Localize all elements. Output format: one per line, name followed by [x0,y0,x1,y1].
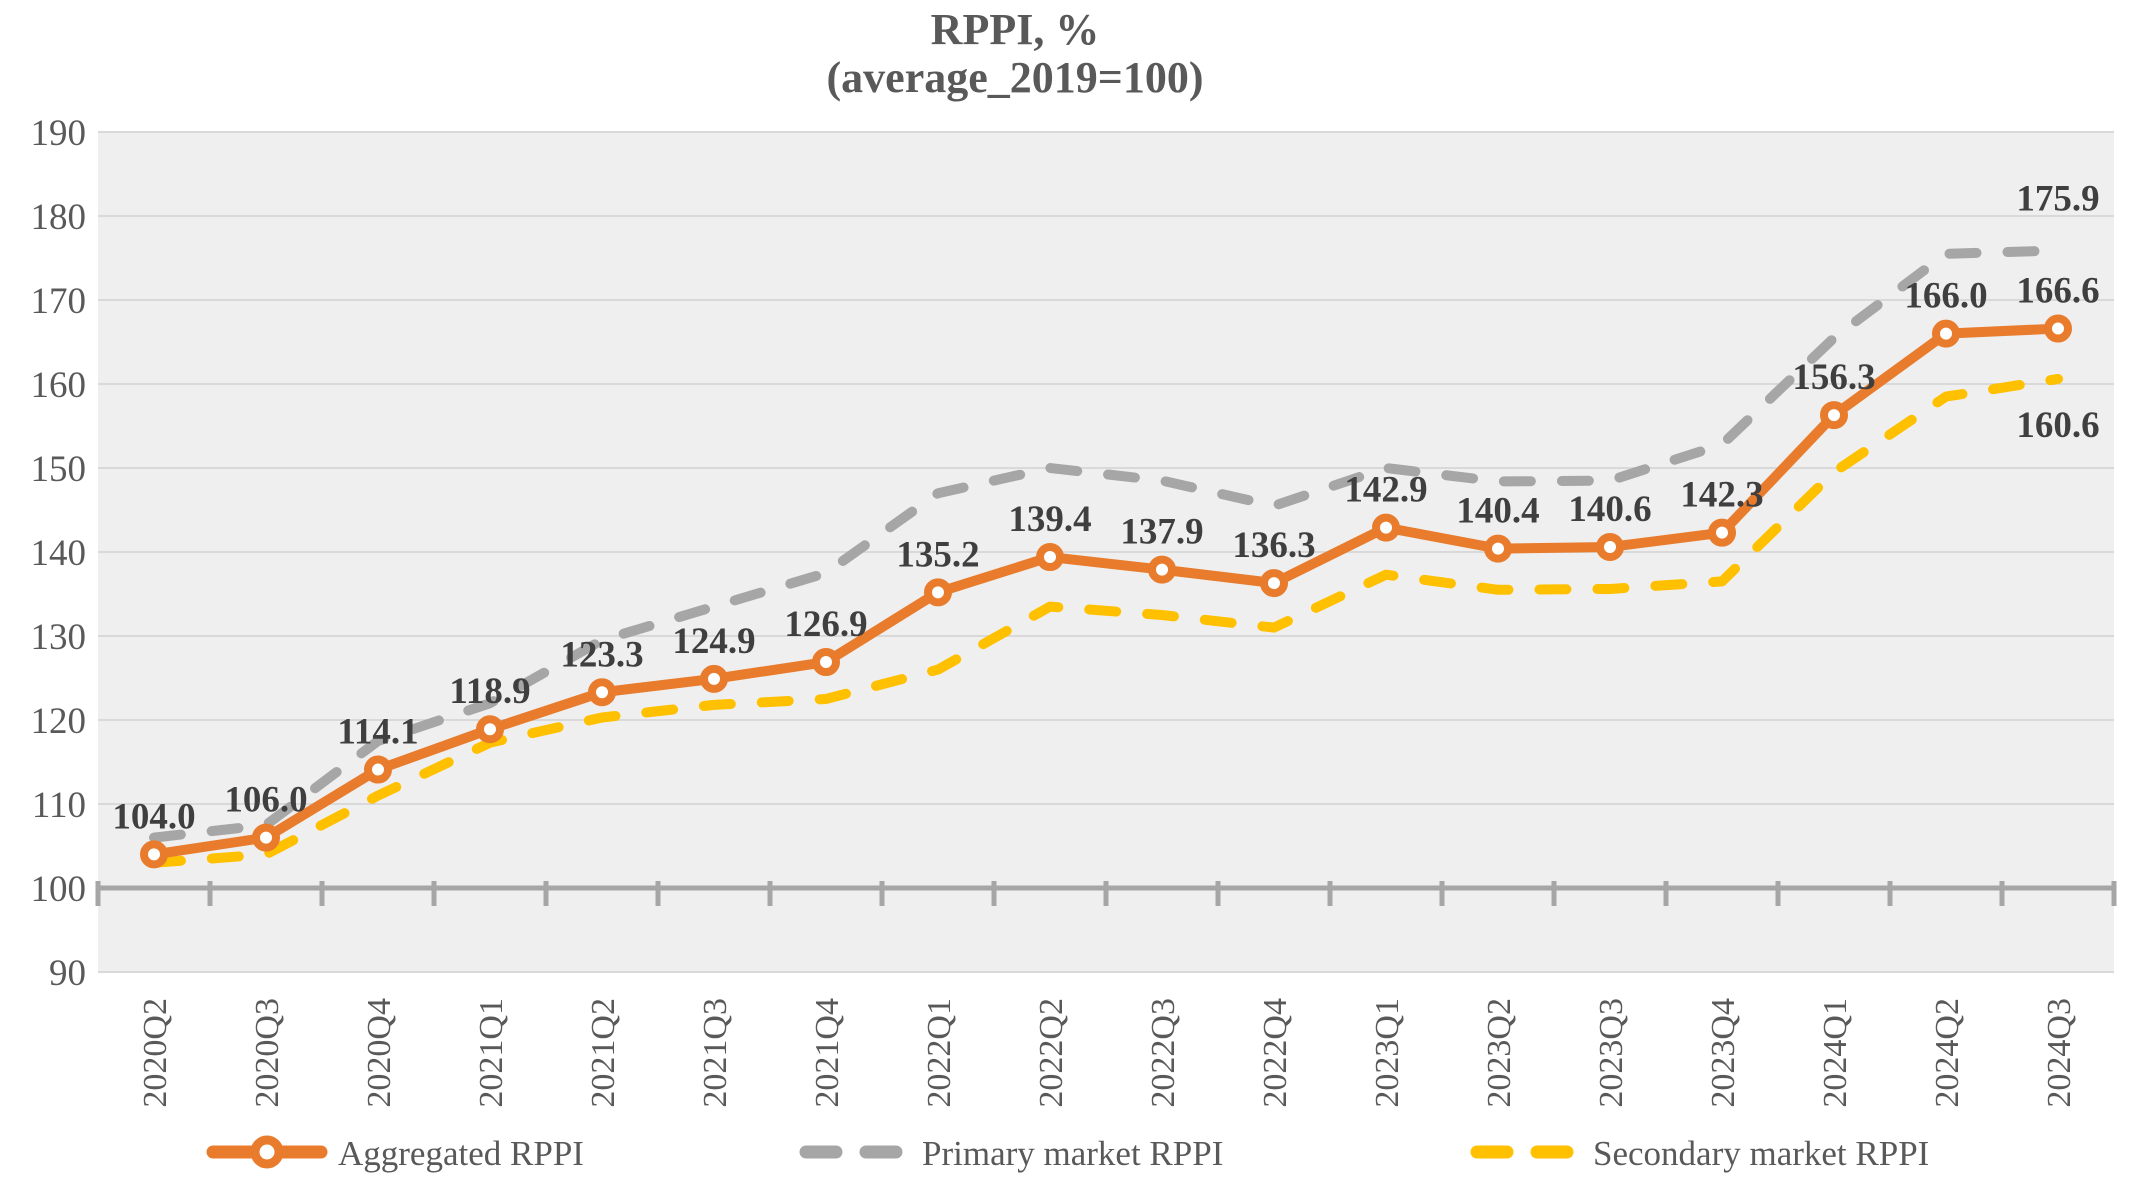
point-marker-2023Q3 [1596,532,1624,561]
legend-label-secondary: Secondary market RPPI [1593,1134,1929,1173]
y-axis-label-180: 180 [31,197,87,238]
point-marker-2024Q1 [1820,401,1848,430]
point-marker-2023Q2 [1484,534,1512,563]
data-label-2020Q2: 104.0 [112,796,195,837]
data-label-2022Q3: 137.9 [1120,512,1203,553]
y-axis-label-120: 120 [31,701,87,742]
x-axis-label-2022Q2: 2022Q2 [1033,998,1070,1108]
data-label-2020Q3: 106.0 [224,780,307,821]
data-label-secondary-last: 160.6 [2016,405,2099,446]
chart-title: RPPI, % [931,5,1100,54]
y-axis-label-100: 100 [31,869,87,910]
data-label-2021Q3: 124.9 [672,621,755,662]
x-axis-label-2022Q1: 2022Q1 [921,998,958,1108]
y-axis-label-150: 150 [31,449,87,490]
point-marker-2021Q2 [588,678,616,707]
data-label-2022Q1: 135.2 [896,534,979,575]
data-label-2023Q4: 142.3 [1680,475,1763,516]
x-axis-label-2024Q1: 2024Q1 [1817,998,1854,1108]
point-marker-2022Q1 [924,578,952,607]
data-label-2022Q2: 139.4 [1008,499,1091,540]
data-label-2020Q4: 114.1 [337,712,418,753]
point-marker-2023Q4 [1708,518,1736,547]
y-axis-label-130: 130 [31,617,87,658]
data-label-2024Q3: 166.6 [2016,271,2099,312]
plot-layer: 90 100 110 120 130 140 150 160 170 180 190 2020Q2 20… [31,113,2117,1108]
x-axis-label-2022Q3: 2022Q3 [1145,998,1182,1108]
legend-label-primary: Primary market RPPI [922,1134,1223,1173]
point-marker-2022Q3 [1148,555,1176,584]
y-axis-label-140: 140 [31,533,87,574]
data-label-primary-last: 175.9 [2016,178,2099,219]
data-label-2021Q4: 126.9 [784,604,867,645]
y-axis-label-160: 160 [31,365,87,406]
point-marker-2022Q2 [1036,543,1064,572]
point-marker-2021Q1 [476,715,504,744]
x-axis-label-2020Q3: 2020Q3 [249,998,286,1108]
data-label-2021Q2: 123.3 [560,634,643,675]
point-marker-2021Q3 [700,664,728,693]
x-axis-label-2024Q2: 2024Q2 [1929,998,1966,1108]
point-marker-2024Q3 [2044,314,2072,343]
x-axis-label-2021Q4: 2021Q4 [809,998,846,1108]
x-axis-label-2021Q2: 2021Q2 [585,998,622,1108]
x-axis-label-2024Q3: 2024Q3 [2041,998,2078,1108]
x-axis-label-2021Q1: 2021Q1 [473,998,510,1108]
point-marker-2020Q2 [140,840,168,869]
y-axis-label-90: 90 [49,953,86,994]
series-line-primary-market-rppi [149,245,2063,843]
point-marker-2023Q1 [1372,513,1400,542]
data-label-2023Q2: 140.4 [1456,491,1539,532]
legend: Aggregated RPPI Primary market RPPI Second… [206,1134,1929,1173]
legend-label-aggregated: Aggregated RPPI [338,1134,584,1173]
point-marker-2020Q3 [252,823,280,852]
y-axis-label-110: 110 [32,785,86,826]
point-marker-2024Q2 [1932,319,1960,348]
legend-marker-aggregated-ring [250,1135,284,1169]
y-axis-label-190: 190 [31,113,87,154]
chart-subtitle: (average_2019=100) [827,53,1204,102]
x-axis-label-2023Q1: 2023Q1 [1369,998,1406,1108]
data-label-2022Q4: 136.3 [1232,525,1315,566]
point-marker-2022Q4 [1260,569,1288,598]
data-label-2023Q3: 140.6 [1568,489,1651,530]
x-axis-label-2023Q4: 2023Q4 [1705,998,1742,1108]
data-label-2024Q2: 166.0 [1904,276,1987,317]
series-line-secondary-market-rppi [149,373,2063,868]
data-label-2024Q1: 156.3 [1792,357,1875,398]
x-axis-label-2021Q3: 2021Q3 [697,998,734,1108]
x-axis-label-2023Q3: 2023Q3 [1593,998,1630,1108]
series-line-aggregated-rppi [149,323,2063,860]
data-label-2021Q1: 118.9 [449,671,530,712]
x-axis-label-2020Q4: 2020Q4 [361,998,398,1108]
x-axis-label-2020Q2: 2020Q2 [137,998,174,1108]
point-marker-2021Q4 [812,648,840,677]
data-label-2023Q1: 142.9 [1344,470,1427,511]
x-axis-label-2022Q4: 2022Q4 [1257,998,1294,1108]
y-axis-label-170: 170 [31,281,87,322]
point-marker-2020Q4 [364,755,392,784]
x-axis-label-2023Q2: 2023Q2 [1481,998,1518,1108]
